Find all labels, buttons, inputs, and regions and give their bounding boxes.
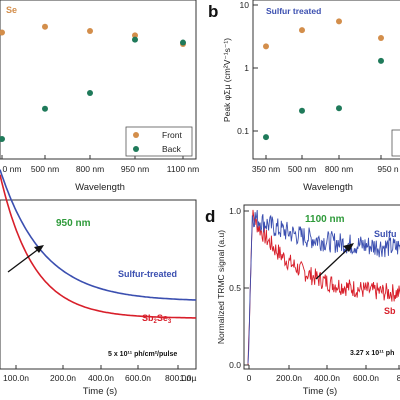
panel-d-ytick-label: 0.5 [229, 283, 241, 293]
panel-a-point-front-1 [42, 23, 48, 30]
panel-b-point-back-2 [336, 105, 342, 112]
panel-b-point-front-3 [378, 34, 384, 41]
panel-d-ylabel: Normalized TRMC signal (a.u) [216, 230, 226, 344]
panel-b-xticks: 350 nm 500 nm 800 nm 950 n [252, 155, 399, 174]
panel-d: d 1.0 0.5 0.0 1100 nm Sulfu Sb 3.27 x 10¹¹… [205, 204, 400, 397]
panel-b-point-front-1 [299, 27, 305, 34]
panel-d-annotation: 1100 nm [305, 214, 345, 225]
panel-a-axes [0, 0, 197, 160]
panel-d-sb2se3-curve [247, 209, 400, 366]
panel-d-xtick-label: 200.0n [276, 373, 302, 383]
panel-a-xticks: 0 nm 500 nm 800 nm 950 nm 1100 nm [1, 155, 199, 174]
panel-c-sulfur-curve [0, 169, 197, 301]
panel-c-xtick-label: 600.0n [125, 373, 151, 383]
panel-b-ytick-label: 0.1 [237, 126, 249, 136]
panel-b-xtick-label: 950 n [377, 164, 399, 174]
panel-a-point-front-0 [0, 29, 5, 36]
panel-d-arrow-line [315, 246, 351, 280]
panel-b-ytick-label: 1 [244, 63, 249, 73]
panel-d-sb-label: Sb [384, 306, 396, 316]
panel-c-xtick-label: 100.0n [3, 373, 29, 383]
panel-b-point-front-0 [263, 43, 269, 50]
panel-d-fluence: 3.27 x 10¹¹ ph [350, 350, 394, 357]
panel-c-arrow-head [34, 245, 44, 253]
panel-b-xtick-label: 800 nm [325, 164, 353, 174]
panel-a-xlabel: Wavelength [75, 182, 125, 193]
panel-a-xtick-label: 1100 nm [167, 164, 199, 174]
panel-a-legend: Front Back [125, 126, 193, 157]
panel-a-xtick-label: 0 nm [3, 164, 22, 174]
panel-d-xtick-label: 8 [397, 373, 400, 383]
panel-c-arrow-line [7, 247, 41, 273]
panel-c-xtick-label: 800.0n [165, 373, 191, 383]
panel-a-point-front-2 [87, 28, 93, 35]
panel-d-xtick-label: 600.0n [353, 373, 379, 383]
panel-a: Se 0 nm 500 nm 800 nm 950 nm 1100 nm Wavelen… [0, 0, 199, 193]
panel-c-annotation: 950 nm [56, 218, 91, 229]
legend-back-label: Back [162, 144, 182, 154]
panel-c-sb2se3-curve [0, 174, 196, 319]
panel-d-ytick-label: 0.0 [229, 360, 241, 370]
panel-b-point-front-2 [336, 18, 342, 25]
panel-c-xtick-label: 1.0µ [180, 373, 197, 383]
panel-b-annotation: Sulfur treated [266, 6, 321, 16]
panel-c-xtick-label: 400.0n [88, 373, 114, 383]
panel-a-xtick-label: 500 nm [31, 164, 59, 174]
panel-c-xticks: 100.0n 200.0n 400.0n 600.0n 800.0n1.0µ [3, 365, 197, 383]
panel-a-point-front-3 [132, 32, 138, 39]
panel-c-axes [0, 199, 197, 370]
panel-b-ylabel: Peak φΣμ (cm²V⁻¹s⁻¹) [222, 38, 232, 122]
panel-c-fluence: 5 x 10¹¹ ph/cm²/pulse [108, 351, 177, 358]
panel-a-point-back-2 [87, 89, 93, 96]
panel-b-letter: b [208, 2, 218, 21]
panel-b-point-back-1 [299, 107, 305, 114]
panel-a-xtick-label: 800 nm [76, 164, 104, 174]
panel-b-xtick-label: 350 nm [252, 164, 280, 174]
panel-b: b Sulfur treated 10 1 0.1 350 nm 500 nm 800 … [208, 0, 400, 193]
panel-b-axes [252, 0, 400, 160]
panel-a-point-back-1 [42, 105, 48, 112]
panel-c-sb2se3-label: Sb2Se3 [142, 313, 172, 325]
panel-c-sulfur-label: Sulfur-treated [118, 269, 177, 279]
panel-c-xlabel: Time (s) [83, 386, 117, 397]
panel-b-point-back-3 [378, 57, 384, 64]
panel-d-axes [243, 204, 400, 370]
panel-d-yticks: 1.0 0.5 0.0 [229, 206, 249, 370]
panel-a-xtick-label: 950 nm [121, 164, 149, 174]
panel-b-ytick-label: 10 [240, 0, 250, 10]
panel-b-yticks: 10 1 0.1 [237, 0, 258, 136]
legend-front-marker [133, 132, 139, 138]
panel-a-point-back-4 [180, 39, 186, 46]
panel-d-xtick-label: 0 [247, 373, 252, 383]
panel-b-points [263, 18, 384, 141]
panel-b-xtick-label: 500 nm [288, 164, 316, 174]
panel-d-arrow-head [343, 243, 354, 252]
panel-a-point-back-3 [132, 36, 138, 43]
panel-d-xlabel: Time (s) [303, 386, 337, 397]
panel-b-xlabel: Wavelength [303, 182, 353, 193]
panel-b-point-back-0 [263, 134, 269, 141]
panel-d-xtick-label: 400.0n [314, 373, 340, 383]
panel-c-xtick-label: 200.0n [50, 373, 76, 383]
panel-a-points [0, 23, 186, 143]
legend-front-label: Front [162, 130, 182, 140]
panel-d-sulfur-label: Sulfu [374, 229, 397, 239]
panel-b-legend-edge [391, 129, 400, 157]
panel-d-ytick-label: 1.0 [229, 206, 241, 216]
legend-back-marker [133, 146, 139, 152]
panel-d-sulfur-curve [247, 209, 400, 364]
panel-a-title-partial: Se [6, 5, 17, 15]
panel-d-xticks: 0 200.0n 400.0n 600.0n 8 [247, 365, 400, 383]
panel-a-point-back-0 [0, 136, 5, 143]
panel-c: 950 nm Sulfur-treated Sb2Se3 5 x 10¹¹ ph… [0, 169, 197, 397]
panel-d-letter: d [205, 207, 215, 226]
